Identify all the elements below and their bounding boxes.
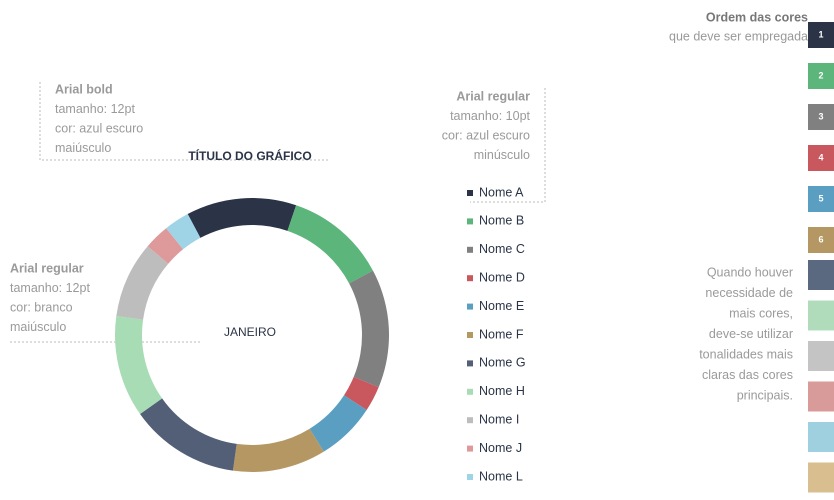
- annotation: cor: azul escuro: [442, 128, 530, 142]
- color-swatch: [808, 186, 834, 212]
- legend-label: Nome G: [479, 356, 526, 370]
- annotation: cor: azul escuro: [55, 121, 143, 135]
- legend-swatch: [467, 275, 473, 282]
- donut-slice: [147, 228, 184, 264]
- legend-label: Nome F: [479, 327, 524, 341]
- annotation: tamanho: 10pt: [450, 109, 530, 123]
- color-swatch-label: 3: [818, 111, 823, 121]
- legend-swatch: [467, 474, 473, 480]
- color-swatch: [808, 63, 834, 89]
- donut-slice: [232, 428, 324, 472]
- legend-swatch: [467, 246, 473, 253]
- light-swatch: [808, 341, 834, 371]
- color-note: deve-se utilizar: [709, 327, 793, 341]
- center-label: JANEIRO: [224, 325, 276, 339]
- color-note: Quando houver: [707, 265, 793, 279]
- donut-slice: [349, 270, 389, 388]
- donut-slice: [115, 315, 163, 414]
- donut-slice: [140, 398, 237, 471]
- legend-swatch: [467, 190, 473, 196]
- annotation: tamanho: 12pt: [55, 102, 135, 116]
- guide-line: [470, 88, 546, 203]
- color-note: principais.: [737, 388, 793, 402]
- light-swatch: [808, 381, 834, 412]
- color-swatch: [808, 145, 834, 171]
- color-swatch-label: 1: [818, 29, 823, 39]
- donut-slice: [344, 376, 379, 411]
- color-note: mais cores,: [729, 306, 793, 320]
- color-swatch-label: 4: [818, 152, 823, 162]
- legend-label: Nome B: [479, 214, 524, 228]
- legend-label: Nome D: [479, 270, 525, 284]
- donut-slice: [187, 198, 297, 238]
- legend-swatch: [467, 332, 473, 338]
- annotation: cor: branco: [10, 300, 73, 314]
- annotation: tamanho: 12pt: [10, 281, 90, 295]
- color-swatch: [808, 22, 834, 48]
- annotation: maiúsculo: [55, 141, 111, 155]
- light-swatch: [808, 462, 834, 493]
- legend-label: Nome J: [479, 441, 522, 455]
- chart-title: TÍTULO DO GRÁFICO: [188, 148, 311, 163]
- light-swatch: [808, 260, 834, 290]
- donut-slice: [309, 395, 367, 452]
- light-swatch: [808, 300, 834, 331]
- legend-label: Nome A: [479, 185, 524, 199]
- color-note: tonalidades mais: [699, 347, 793, 361]
- color-swatch: [808, 227, 834, 253]
- legend-swatch: [467, 303, 473, 310]
- light-swatch: [808, 422, 834, 452]
- color-swatch-label: 2: [818, 70, 823, 80]
- donut-slice: [287, 205, 373, 284]
- legend-label: Nome C: [479, 242, 525, 256]
- annotation: Arial bold: [55, 82, 113, 96]
- annotation: minúsculo: [474, 148, 530, 162]
- donut-slice: [166, 214, 201, 250]
- legend-swatch: [467, 218, 473, 225]
- legend-swatch: [467, 445, 473, 452]
- color-note: claras das cores: [702, 368, 793, 382]
- legend-swatch: [467, 417, 473, 424]
- legend-label: Nome I: [479, 412, 519, 426]
- donut-slice: [116, 246, 169, 320]
- color-swatch-label: 6: [818, 234, 823, 244]
- annotation: maiúsculo: [10, 320, 66, 334]
- annotation: Arial regular: [10, 261, 84, 275]
- legend-label: Nome E: [479, 299, 524, 313]
- color-swatch-label: 5: [818, 193, 823, 203]
- color-note: necessidade de: [705, 286, 793, 300]
- legend-swatch: [467, 360, 473, 367]
- legend-swatch: [467, 388, 473, 395]
- legend-label: Nome H: [479, 384, 525, 398]
- annotation: Arial regular: [456, 89, 530, 103]
- legend-label: Nome L: [479, 469, 523, 483]
- color-swatch: [808, 104, 834, 130]
- color-order-subtitle: que deve ser empregada: [669, 29, 808, 43]
- color-order-title: Ordem das cores: [706, 10, 808, 24]
- guide-line: [39, 82, 330, 161]
